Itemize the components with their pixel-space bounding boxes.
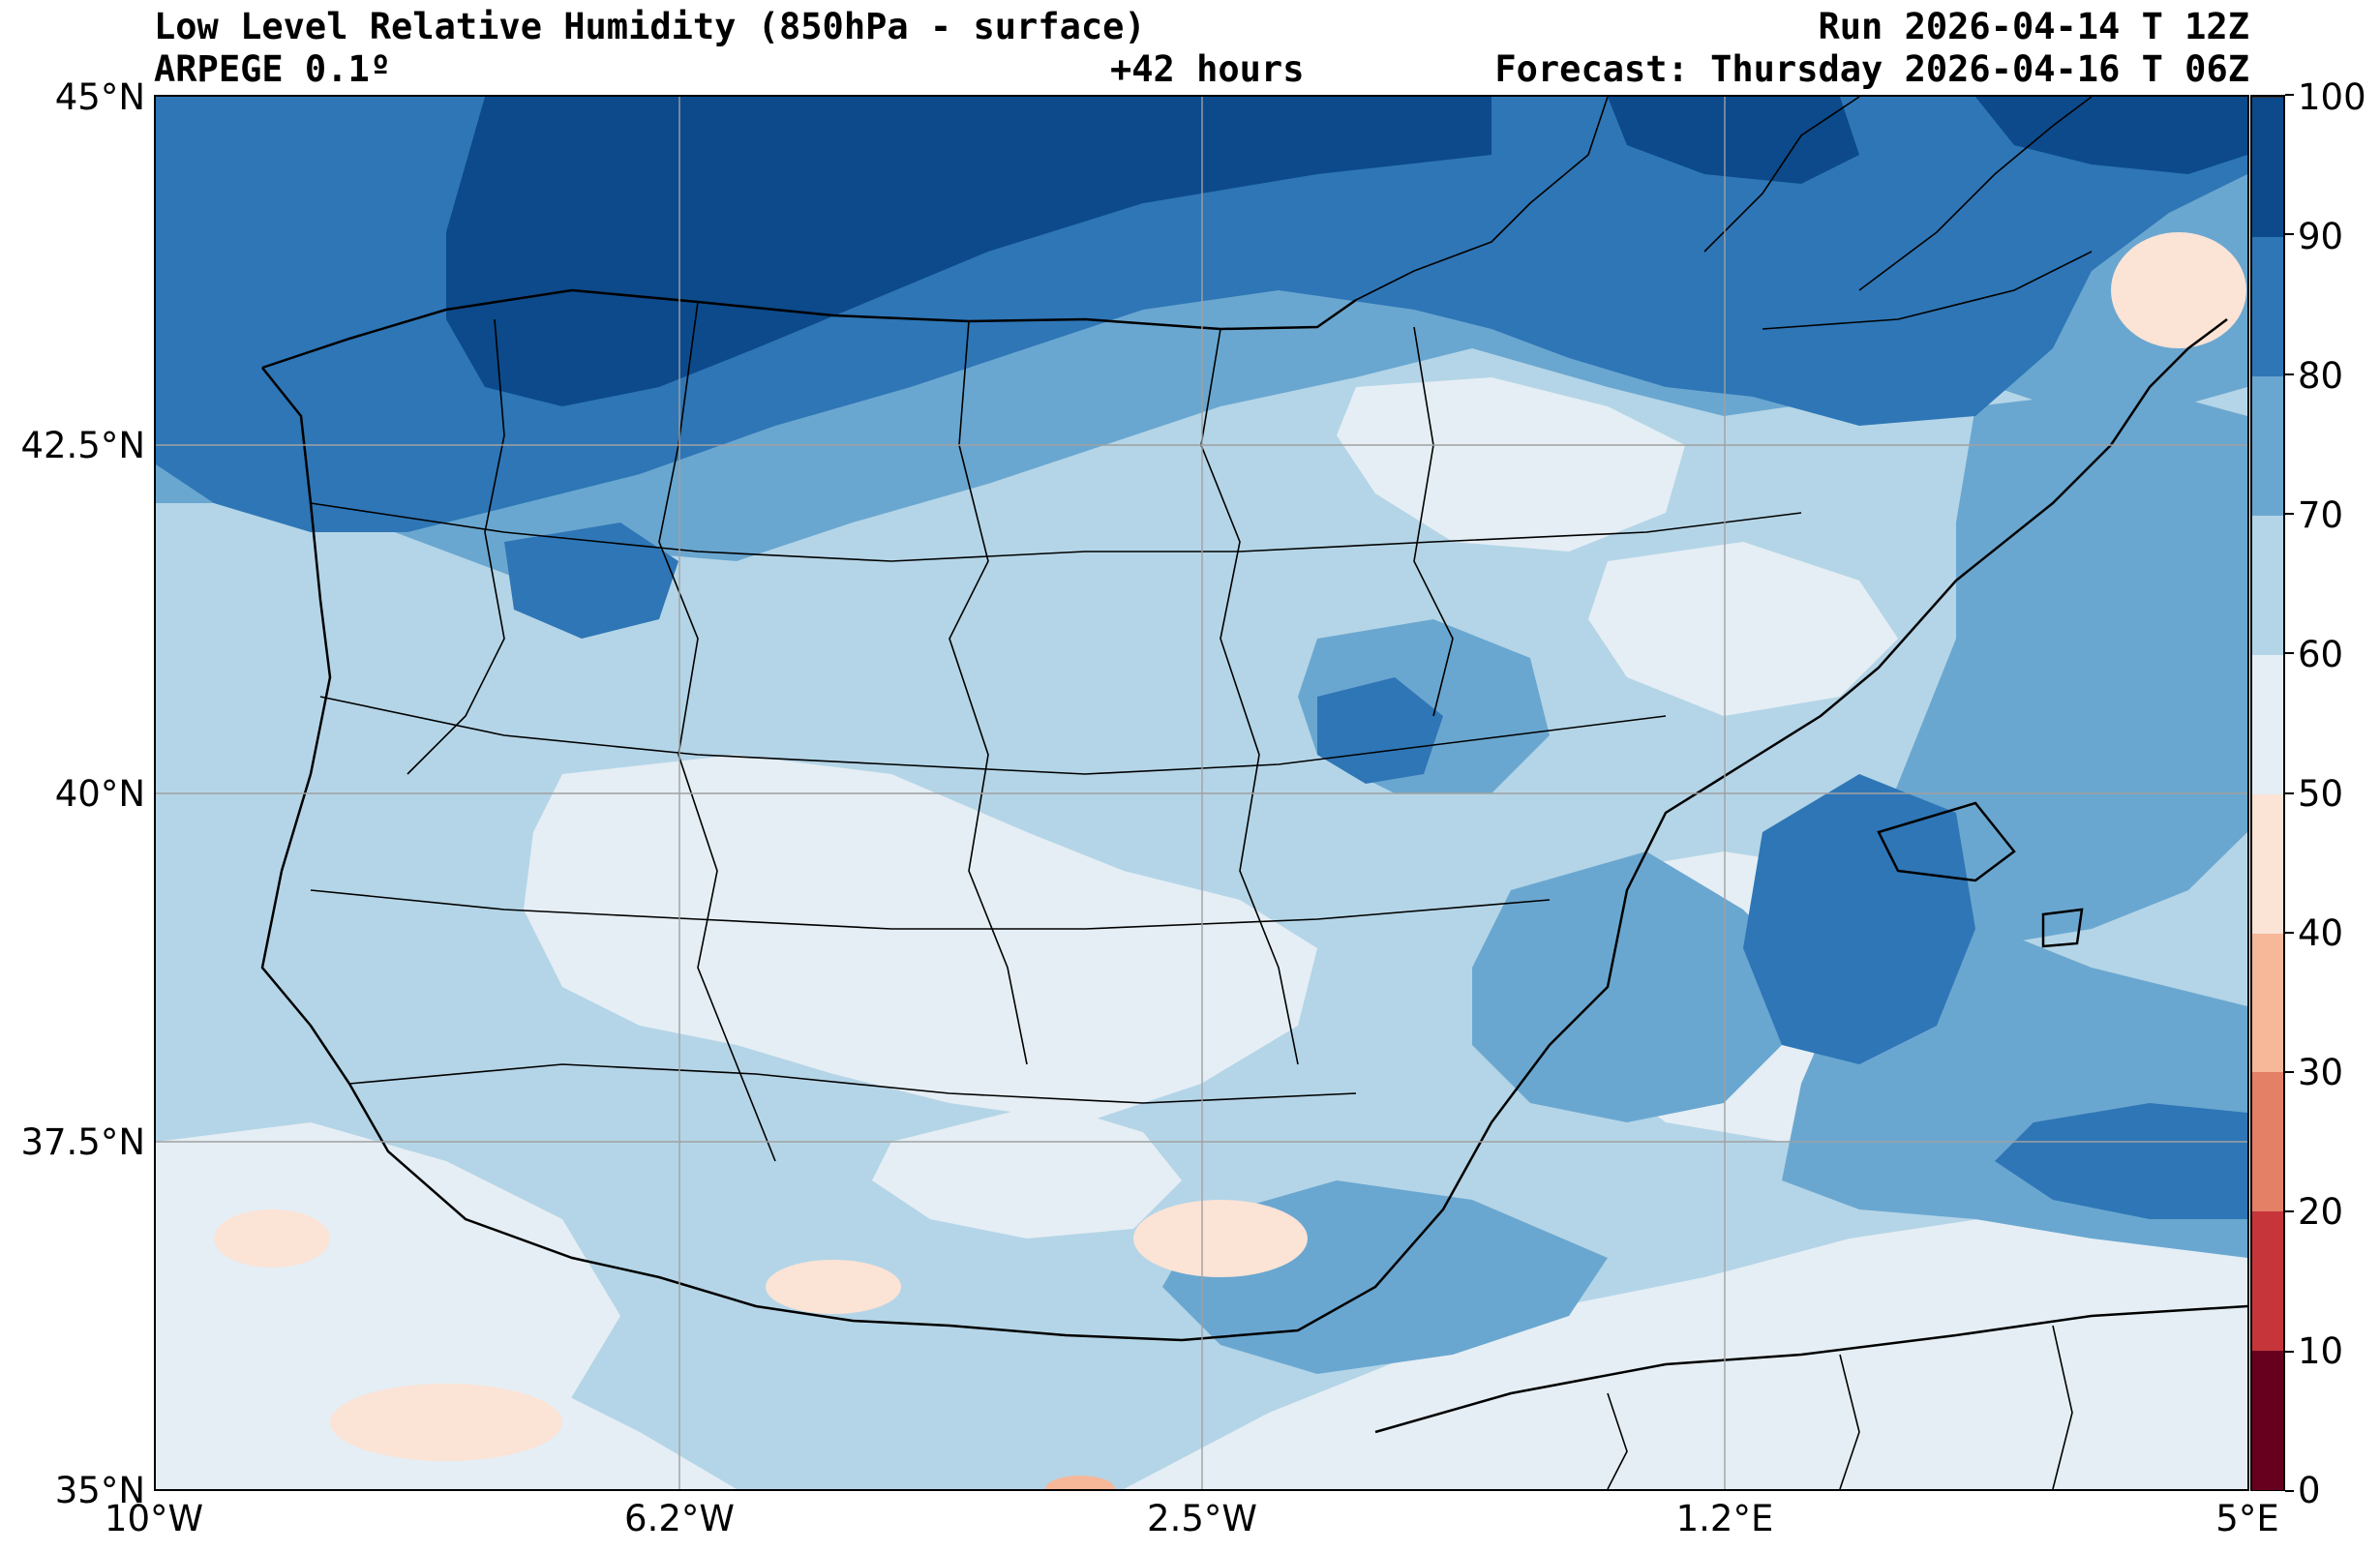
colorbar-label-20: 20 <box>2298 1191 2344 1233</box>
colorbar-label-0: 0 <box>2298 1470 2321 1511</box>
colorbar-tick <box>2285 1351 2294 1353</box>
colorbar-tick <box>2285 373 2294 375</box>
lat-label-37-5n: 37.5°N <box>20 1121 145 1163</box>
colorbar-segment <box>2252 375 2283 516</box>
colorbar-segment <box>2252 1350 2283 1490</box>
map-title: Low Level Relative Humidity (850hPa - su… <box>154 6 1146 47</box>
humidity-90-100-zones <box>446 97 2247 406</box>
colorbar-segment <box>2252 654 2283 794</box>
colorbar-label-100: 100 <box>2298 76 2366 118</box>
colorbar-label-40: 40 <box>2298 912 2344 954</box>
colorbar-segment <box>2252 1071 2283 1211</box>
lon-label-6-2w: 6.2°W <box>624 1498 735 1539</box>
colorbar-segment <box>2252 1210 2283 1351</box>
colorbar-tick <box>2285 932 2294 934</box>
lon-label-1-2e: 1.2°E <box>1675 1498 1774 1539</box>
colorbar-label-80: 80 <box>2298 355 2344 397</box>
colorbar-label-10: 10 <box>2298 1330 2344 1372</box>
colorbar-segment <box>2252 236 2283 376</box>
model-label: ARPEGE 0.1º <box>154 48 392 90</box>
lat-label-42-5n: 42.5°N <box>20 425 145 466</box>
lat-label-45n: 45°N <box>54 76 145 118</box>
gridlines <box>156 97 2247 1489</box>
colorbar-label-60: 60 <box>2298 634 2344 675</box>
colorbar-label-90: 90 <box>2298 216 2344 257</box>
admin-borders <box>310 97 2093 1489</box>
colorbar-label-70: 70 <box>2298 494 2344 536</box>
colorbar-tick <box>2285 1490 2294 1492</box>
lon-label-2-5w: 2.5°W <box>1147 1498 1257 1539</box>
colorbar-segment <box>2252 97 2283 237</box>
colorbar-segment <box>2252 932 2283 1072</box>
colorbar-label-50: 50 <box>2298 773 2344 815</box>
lon-label-10w: 10°W <box>104 1498 204 1539</box>
colorbar <box>2250 95 2285 1491</box>
lead-time-label: +42 hours <box>1110 48 1305 90</box>
colorbar-tick <box>2285 792 2294 794</box>
humidity-map <box>154 95 2249 1491</box>
colorbar-tick <box>2285 1071 2294 1073</box>
lat-label-40n: 40°N <box>54 773 145 815</box>
colorbar-tick <box>2285 1210 2294 1212</box>
lat-label-35n: 35°N <box>54 1470 145 1511</box>
lon-label-5e: 5°E <box>2215 1498 2279 1539</box>
run-label: Run 2026-04-14 T 12Z <box>1818 6 2249 47</box>
coastlines <box>260 288 2247 1434</box>
colorbar-tick <box>2285 513 2294 515</box>
colorbar-label-30: 30 <box>2298 1052 2344 1093</box>
colorbar-tick <box>2285 652 2294 654</box>
humidity-40-50-patches <box>214 232 2246 1461</box>
forecast-label: Forecast: Thursday 2026-04-16 T 06Z <box>1494 48 2249 90</box>
colorbar-tick <box>2285 94 2294 96</box>
colorbar-tick <box>2285 233 2294 235</box>
colorbar-segment <box>2252 793 2283 934</box>
colorbar-segment <box>2252 515 2283 655</box>
